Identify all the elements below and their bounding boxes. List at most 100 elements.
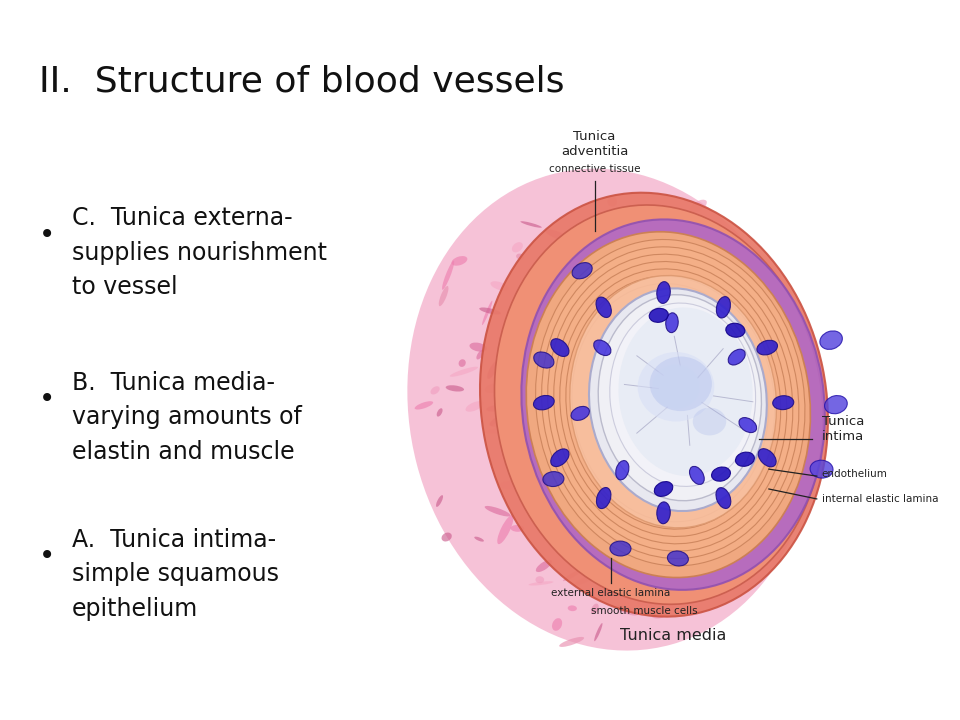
Ellipse shape [562,285,572,307]
Ellipse shape [587,364,609,372]
Ellipse shape [571,406,589,420]
Ellipse shape [645,525,665,549]
Ellipse shape [684,472,692,480]
Ellipse shape [691,572,715,590]
Text: external elastic lamina: external elastic lamina [551,588,670,598]
Ellipse shape [601,504,627,518]
Ellipse shape [600,334,626,346]
Ellipse shape [702,322,720,335]
Ellipse shape [485,384,500,393]
Ellipse shape [628,300,644,311]
Ellipse shape [601,250,628,256]
Ellipse shape [735,452,755,467]
Ellipse shape [604,458,612,465]
Ellipse shape [637,599,654,606]
Ellipse shape [459,359,466,367]
Ellipse shape [516,253,524,260]
Ellipse shape [612,289,630,299]
Ellipse shape [684,251,695,266]
Ellipse shape [554,261,787,544]
Ellipse shape [536,576,544,583]
Ellipse shape [450,366,478,377]
Ellipse shape [678,399,687,410]
Ellipse shape [492,421,516,427]
Ellipse shape [739,418,756,433]
Ellipse shape [651,608,668,618]
Ellipse shape [769,356,785,366]
Ellipse shape [649,445,661,451]
Ellipse shape [512,357,522,375]
Ellipse shape [430,386,440,395]
Ellipse shape [614,389,627,401]
Ellipse shape [599,415,608,427]
Ellipse shape [595,544,606,548]
Ellipse shape [545,454,559,465]
Ellipse shape [693,408,727,436]
Ellipse shape [589,288,767,511]
Ellipse shape [570,343,581,362]
Ellipse shape [640,521,658,531]
Ellipse shape [573,502,603,510]
Ellipse shape [552,618,563,631]
Text: smooth muscle cells: smooth muscle cells [591,606,698,616]
Ellipse shape [657,282,670,303]
Ellipse shape [545,230,568,240]
Ellipse shape [689,467,705,485]
Ellipse shape [649,308,668,323]
Ellipse shape [546,405,559,422]
Ellipse shape [638,475,652,482]
Ellipse shape [598,294,761,500]
Ellipse shape [602,370,619,400]
Ellipse shape [810,460,833,478]
Ellipse shape [439,286,448,306]
Ellipse shape [654,477,663,486]
Ellipse shape [621,343,633,354]
Ellipse shape [499,481,531,490]
Ellipse shape [543,357,575,372]
Ellipse shape [726,323,745,337]
Text: •: • [38,221,55,248]
Ellipse shape [510,336,535,351]
Ellipse shape [716,487,731,508]
Ellipse shape [670,363,682,372]
Ellipse shape [655,482,673,496]
Ellipse shape [593,381,612,387]
Ellipse shape [536,240,804,566]
Ellipse shape [490,411,519,426]
Ellipse shape [575,352,608,361]
Ellipse shape [445,385,464,392]
Ellipse shape [479,307,501,315]
Ellipse shape [634,471,644,480]
Text: B.  Tunica media-
varying amounts of
elastin and muscle: B. Tunica media- varying amounts of elas… [72,371,301,464]
Ellipse shape [596,511,604,519]
Text: Tunica media: Tunica media [620,628,727,643]
Ellipse shape [407,168,814,651]
Ellipse shape [708,232,734,247]
Text: Tunica
intima: Tunica intima [822,415,864,444]
Ellipse shape [572,284,769,522]
Ellipse shape [512,388,517,399]
Ellipse shape [529,353,543,362]
Ellipse shape [480,193,828,616]
Ellipse shape [564,266,585,276]
Ellipse shape [511,525,524,532]
Ellipse shape [476,350,484,359]
Ellipse shape [650,437,660,451]
Ellipse shape [625,459,648,471]
Ellipse shape [636,521,663,536]
Text: A.  Tunica intima-
simple squamous
epithelium: A. Tunica intima- simple squamous epithe… [72,528,278,621]
Ellipse shape [524,333,557,338]
Ellipse shape [574,316,588,330]
Ellipse shape [542,494,559,504]
Ellipse shape [689,199,707,212]
Ellipse shape [415,401,433,410]
Ellipse shape [570,276,777,528]
Ellipse shape [542,306,553,321]
Ellipse shape [773,396,794,410]
Ellipse shape [516,425,529,434]
Ellipse shape [527,377,543,391]
Ellipse shape [593,340,611,356]
Ellipse shape [637,352,714,421]
Ellipse shape [617,400,629,415]
Ellipse shape [572,263,592,279]
